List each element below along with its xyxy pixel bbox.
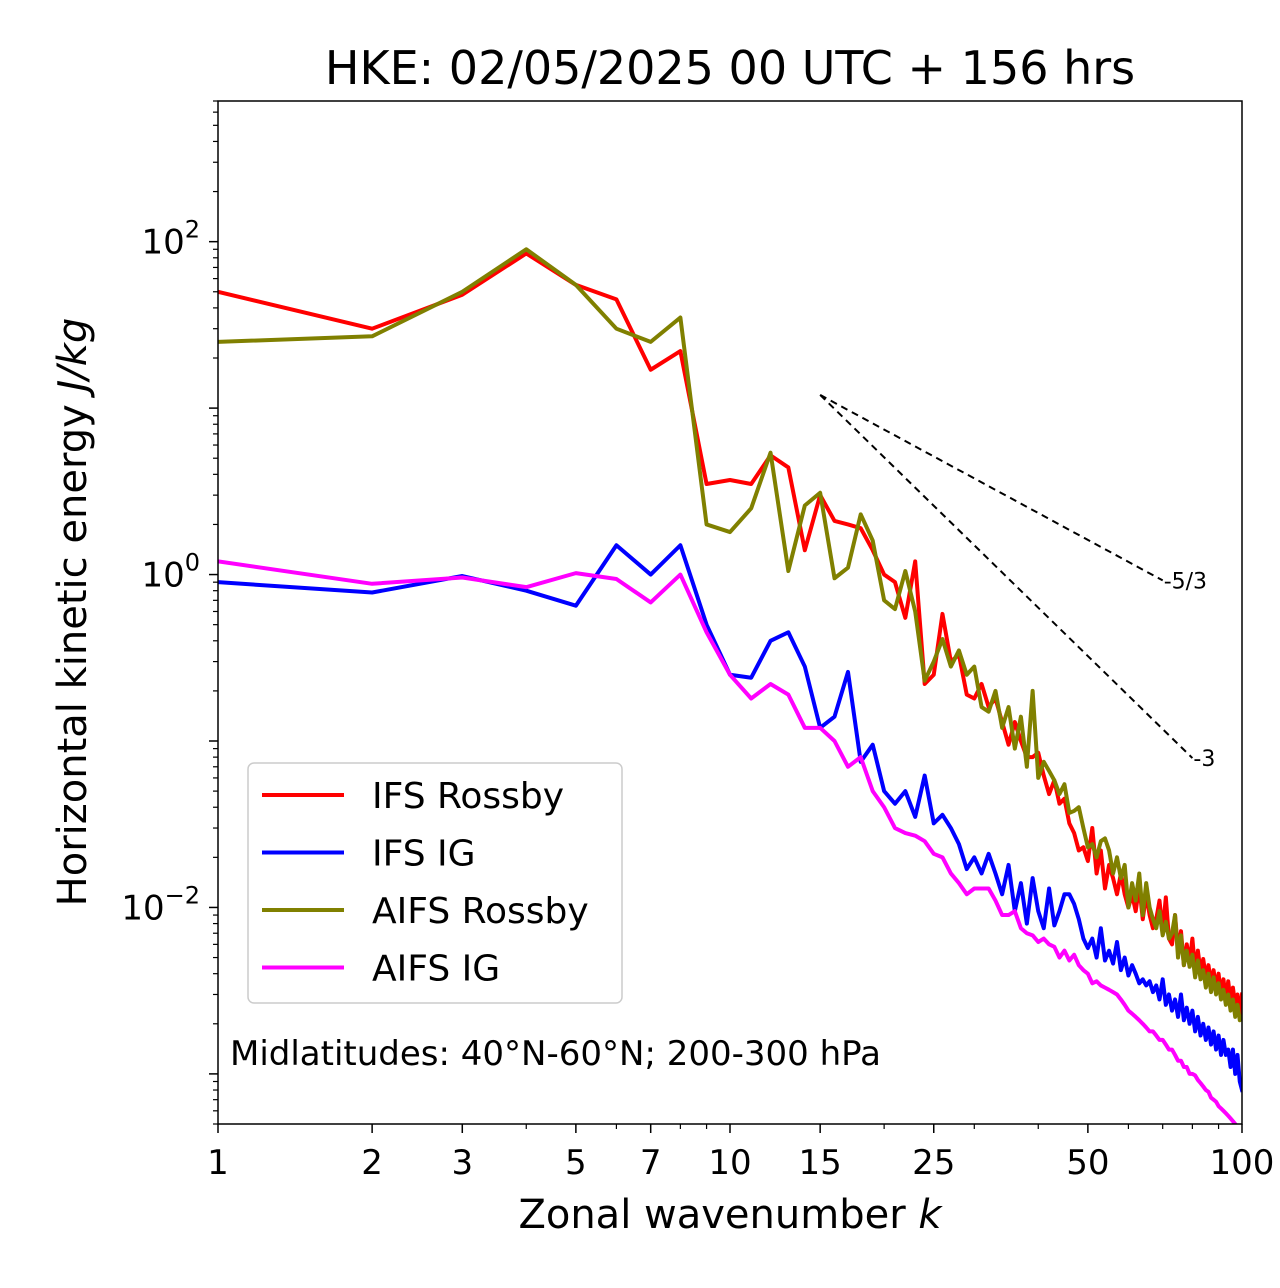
x-tick-label: 15 — [799, 1143, 842, 1183]
slope-line — [819, 394, 1194, 759]
region-annotation: Midlatitudes: 40°N-60°N; 200-300 hPa — [230, 1034, 881, 1074]
legend-label: AIFS Rossby — [372, 891, 589, 932]
legend: IFS Rossby IFS IG AIFS Rossby AIFS IG — [247, 762, 623, 1004]
series-line-aifs-ig — [218, 559, 1238, 1124]
slope-line — [819, 394, 1164, 582]
series-layer — [218, 247, 1242, 1124]
plot-frame — [217, 100, 1243, 1125]
x-tick-label: 7 — [640, 1143, 662, 1183]
x-tick-label: 1 — [207, 1143, 229, 1183]
y-axis-ticks: 102 100 10−2 — [121, 100, 218, 1125]
x-axis-label: Zonal wavenumber k — [518, 1192, 943, 1238]
series-line-ifs-ig — [218, 543, 1242, 1093]
slope-label: -5/3 — [1164, 569, 1207, 594]
slope-label: -3 — [1193, 747, 1215, 772]
x-tick-label: 100 — [1210, 1143, 1275, 1183]
reference-slopes: -5/3 -3 — [819, 394, 1215, 772]
legend-label: IFS Rossby — [372, 776, 564, 817]
x-tick-label: 25 — [912, 1143, 955, 1183]
legend-label: IFS IG — [372, 834, 476, 875]
x-tick-label: 5 — [565, 1143, 587, 1183]
y-tick-label: 100 — [141, 549, 200, 596]
y-tick-label: 10−2 — [121, 881, 200, 928]
y-axis-label: Horizontal kinetic energy J/kg — [50, 318, 96, 907]
x-tick-label: 2 — [361, 1143, 383, 1183]
x-axis-ticks: 1 2 3 5 7 10 15 25 50 100 — [207, 1124, 1274, 1183]
chart-title: HKE: 02/05/2025 00 UTC + 156 hrs — [325, 41, 1135, 95]
series-line-aifs-rossby — [218, 247, 1242, 1023]
x-tick-label: 50 — [1066, 1143, 1109, 1183]
legend-box — [247, 762, 623, 1004]
x-tick-label: 3 — [451, 1143, 473, 1183]
y-tick-label: 102 — [141, 216, 200, 263]
legend-label: AIFS IG — [372, 949, 500, 990]
x-tick-label: 10 — [708, 1143, 751, 1183]
